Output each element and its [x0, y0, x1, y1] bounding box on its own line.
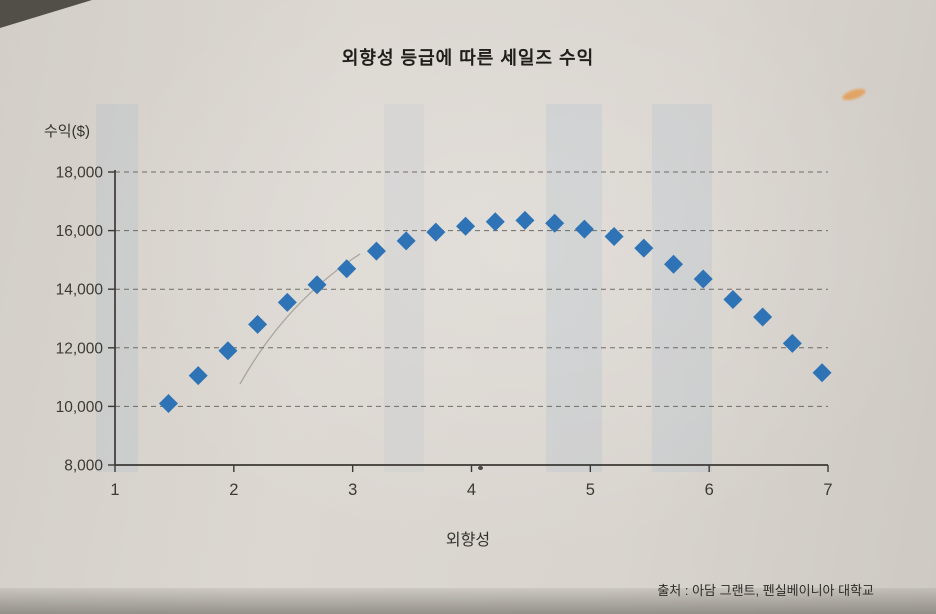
ink-dot-artifact: [478, 466, 483, 470]
data-point: [218, 341, 238, 361]
data-point: [723, 289, 743, 309]
x-tick-label: 1: [110, 481, 119, 499]
photo-bottom-edge: [0, 588, 936, 614]
paper-bleed-band: [546, 104, 602, 472]
data-point: [485, 212, 505, 232]
data-point: [753, 307, 773, 327]
data-point: [782, 333, 802, 353]
data-point: [337, 259, 357, 279]
orange-smudge-artifact: [841, 86, 867, 103]
data-point: [307, 275, 327, 295]
x-tick-label: 4: [467, 481, 476, 499]
page-corner-shadow: [0, 0, 92, 28]
x-tick-label: 7: [823, 481, 832, 499]
paper-bleed-band: [384, 104, 424, 472]
data-point: [634, 238, 654, 258]
data-point: [515, 210, 535, 230]
data-point: [456, 216, 476, 236]
paper-bleed-band: [96, 104, 138, 472]
x-tick-label: 2: [229, 481, 238, 499]
x-tick-label: 6: [705, 481, 714, 499]
x-tick-label: 3: [348, 481, 357, 499]
x-tick-label: 5: [586, 481, 595, 499]
data-point: [604, 226, 624, 246]
paper-bleed-band: [652, 104, 712, 472]
x-axis-label: 외향성: [445, 532, 491, 549]
chart-title: 외향성 등급에 따른 세일즈 수익: [341, 48, 595, 68]
data-point: [812, 363, 832, 383]
data-point: [426, 222, 446, 242]
pen-mark-artifact: [239, 253, 361, 385]
data-point: [158, 393, 178, 413]
data-point: [248, 314, 268, 334]
data-point: [188, 366, 208, 386]
y-axis-label: 수익($): [44, 123, 90, 140]
source-caption: 출처 : 아담 그랜트, 펜실베이니아 대학교: [657, 583, 874, 598]
data-point: [277, 292, 297, 312]
